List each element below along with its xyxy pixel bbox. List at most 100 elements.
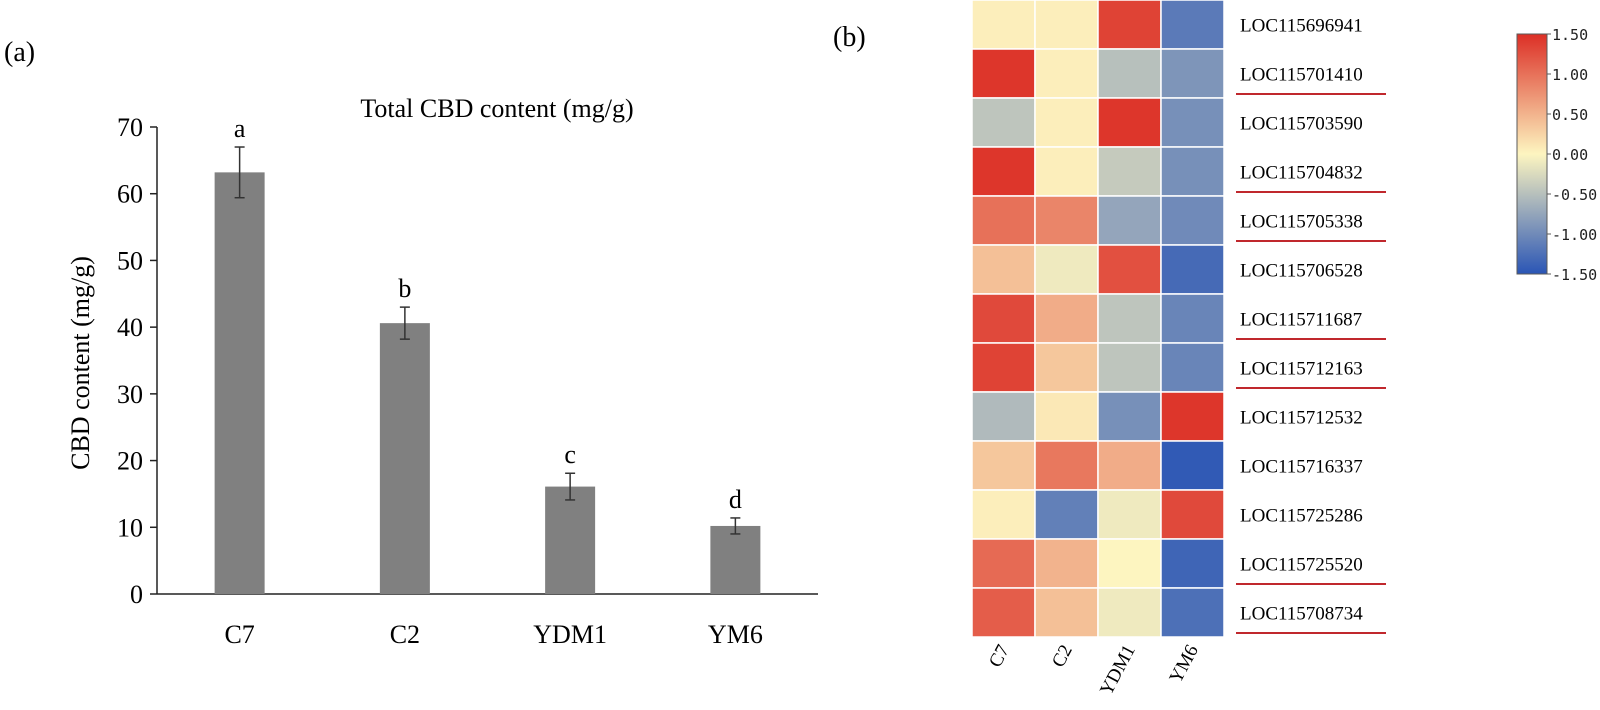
column-label: C7 [985, 641, 1014, 670]
heatmap-cell [1034, 293, 1099, 344]
significance-letter: d [729, 485, 742, 514]
x-axis: C7 C2 YDM1 YM6 [157, 593, 818, 649]
column-label: YDM1 [1096, 641, 1140, 698]
heatmap-cell [971, 293, 1036, 344]
heatmap-cell [971, 489, 1036, 540]
gene-label: LOC115704832 [1240, 163, 1363, 184]
gene-label: LOC115705338 [1240, 212, 1363, 233]
heatmap-cell [1034, 244, 1099, 295]
heatmap-cell [1097, 342, 1162, 393]
heatmap-cell [1034, 391, 1099, 442]
heatmap-cell [1097, 48, 1162, 99]
gene-label: LOC115708734 [1240, 604, 1363, 625]
color-scale-tick-label: 0.50 [1552, 106, 1588, 124]
heatmap-cell [1160, 342, 1225, 393]
heatmap-cell [1160, 195, 1225, 246]
heatmap-cell [1097, 391, 1162, 442]
gene-label: LOC115706528 [1240, 261, 1363, 282]
gene-label: LOC115701410 [1240, 65, 1363, 86]
gene-label: LOC115725286 [1240, 506, 1363, 527]
color-scale-legend: 1.50 1.00 0.50 0.00 -0.50 -1.00 -1.50 [1516, 26, 1597, 284]
color-scale-tick-label: -0.50 [1552, 186, 1597, 204]
x-tick-label: C7 [224, 620, 254, 649]
heatmap-cell [1097, 489, 1162, 540]
y-axis: 0 10 20 30 40 50 60 70 [117, 113, 158, 609]
heatmap-cell [1160, 0, 1225, 50]
heatmap: LOC115696941 LOC115701410 LOC115703590 LOC1… [971, 0, 1386, 699]
heatmap-cell [971, 0, 1036, 50]
bar-c7 [214, 172, 265, 594]
heatmap-cell [1160, 538, 1225, 589]
color-scale-tick-label: -1.50 [1552, 266, 1597, 284]
gene-label: LOC115711687 [1240, 310, 1362, 331]
color-scale-tick-label: -1.00 [1552, 226, 1597, 244]
heatmap-cell [1160, 48, 1225, 99]
significance-letter: a [234, 114, 246, 143]
heatmap-row-labels: LOC115696941 LOC115701410 LOC115703590 LOC1… [1236, 16, 1386, 634]
heatmap-cell [1160, 97, 1225, 148]
gene-label: LOC115703590 [1240, 114, 1363, 135]
heatmap-cell [1160, 587, 1225, 638]
color-scale-tick-label: 1.50 [1552, 26, 1588, 44]
heatmap-cell [1097, 538, 1162, 589]
heatmap-cell [971, 195, 1036, 246]
heatmap-cell [1034, 97, 1099, 148]
heatmap-cell [971, 587, 1036, 638]
heatmap-cell [1034, 195, 1099, 246]
heatmap-cell [1097, 146, 1162, 197]
y-tick-label: 50 [117, 246, 143, 275]
heatmap-cell [1034, 342, 1099, 393]
bars: a b c d [214, 114, 761, 594]
heatmap-cell [971, 440, 1036, 491]
heatmap-cell [1097, 293, 1162, 344]
y-tick-label: 10 [117, 513, 143, 542]
heatmap-cell [971, 146, 1036, 197]
gene-label: LOC115712532 [1240, 408, 1363, 429]
heatmap-cells [971, 0, 1225, 638]
heatmap-cell [1034, 48, 1099, 99]
heatmap-cell [1034, 538, 1099, 589]
heatmap-cell [1160, 391, 1225, 442]
bar-c2 [379, 323, 430, 594]
color-scale-tick-label: 1.00 [1552, 66, 1588, 84]
heatmap-cell [1097, 97, 1162, 148]
x-tick-label: YDM1 [533, 620, 607, 649]
heatmap-cell [971, 342, 1036, 393]
y-tick-label: 0 [130, 580, 143, 609]
color-scale-tick-label: 0.00 [1552, 146, 1588, 164]
heatmap-cell [1097, 0, 1162, 50]
heatmap-cell [1160, 489, 1225, 540]
significance-letter: b [398, 274, 411, 303]
heatmap-cell [1097, 244, 1162, 295]
heatmap-cell [971, 244, 1036, 295]
heatmap-cell [1034, 0, 1099, 50]
heatmap-cell [971, 391, 1036, 442]
y-tick-label: 30 [117, 380, 143, 409]
bar-ydm1 [545, 486, 596, 594]
heatmap-cell [971, 48, 1036, 99]
heatmap-cell [971, 97, 1036, 148]
heatmap-cell [1034, 587, 1099, 638]
x-tick-label: C2 [390, 620, 420, 649]
heatmap-cell [1097, 195, 1162, 246]
heatmap-cell [1097, 440, 1162, 491]
heatmap-cell [1160, 244, 1225, 295]
heatmap-column-labels: C7 C2 YDM1 YM6 [985, 641, 1203, 698]
heatmap-cell [1034, 440, 1099, 491]
heatmap-cell [1160, 146, 1225, 197]
panel-label-b: (b) [833, 22, 866, 53]
heatmap-cell [1034, 489, 1099, 540]
heatmap-cell [971, 538, 1036, 589]
column-label: C2 [1048, 641, 1077, 670]
heatmap-cell [1160, 293, 1225, 344]
gene-label: LOC115716337 [1240, 457, 1363, 478]
heatmap-cell [1034, 146, 1099, 197]
y-axis-label: CBD content (mg/g) [66, 256, 95, 470]
y-tick-label: 70 [117, 113, 143, 142]
y-tick-label: 60 [117, 180, 143, 209]
bar-ym6 [710, 525, 761, 594]
gene-label: LOC115696941 [1240, 16, 1363, 37]
chart-title: Total CBD content (mg/g) [360, 94, 633, 123]
column-label: YM6 [1166, 641, 1203, 686]
